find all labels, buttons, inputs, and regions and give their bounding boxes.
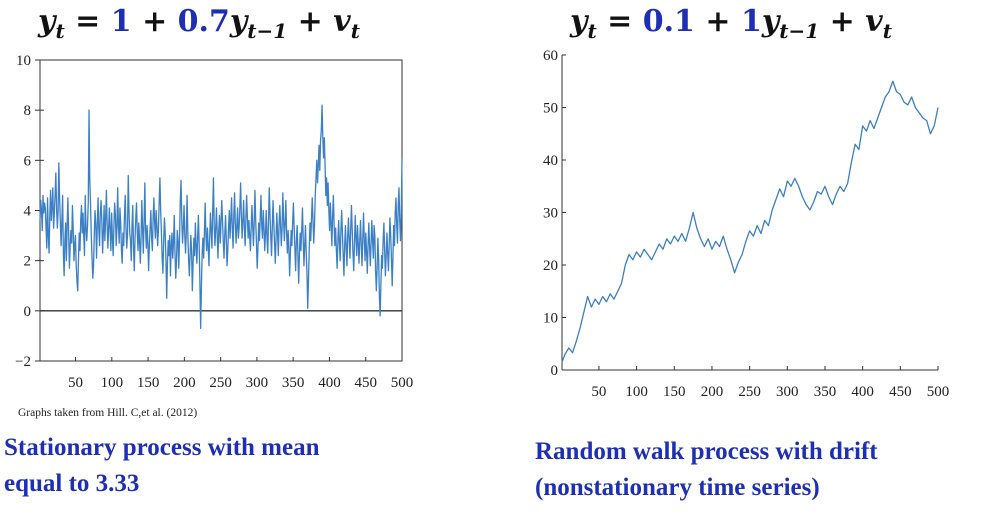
stationary-x-tick-label: 50 bbox=[68, 375, 83, 391]
stationary-x-tick-label: 500 bbox=[391, 375, 414, 391]
formula-random-walk: yt = 0.1 + 1yt−1 + vt bbox=[570, 4, 892, 43]
random-walk-y-tick-label: 50 bbox=[543, 101, 558, 117]
stationary-x-tick-label: 400 bbox=[318, 375, 341, 391]
stationary-x-tick-label: 250 bbox=[209, 375, 232, 391]
random-walk-x-tick-label: 300 bbox=[776, 384, 799, 400]
random-walk-y-tick-label: 60 bbox=[543, 48, 558, 64]
random-walk-x-tick-label: 450 bbox=[889, 384, 912, 400]
random-walk-y-tick-label: 0 bbox=[551, 363, 559, 379]
stationary-x-tick-label: 300 bbox=[246, 375, 269, 391]
stationary-y-tick-label: 4 bbox=[24, 204, 32, 220]
caption-stationary-line-1: Stationary process with mean bbox=[4, 434, 320, 461]
source-credit: Graphs taken from Hill. C,et al. (2012) bbox=[18, 407, 198, 419]
stationary-x-tick-label: 200 bbox=[173, 375, 196, 391]
random-walk-x-tick-label: 200 bbox=[701, 384, 724, 400]
stationary-y-tick-label: 8 bbox=[24, 103, 32, 119]
random-walk-y-tick-label: 20 bbox=[543, 258, 558, 274]
caption-stationary: Stationary process with mean equal to 3.… bbox=[4, 430, 320, 502]
random-walk-chart: 0 10 20 30 40 50 60 50 100 150 200 250 300 350 400 450 5… bbox=[543, 48, 949, 400]
stationary-chart: −2 0 2 4 6 8 10 50 100 150 200 250 300 350 400 450 500 bbox=[15, 53, 413, 391]
random-walk-x-tick-label: 350 bbox=[814, 384, 837, 400]
caption-random-walk-line-2: (nonstationary time series) bbox=[535, 474, 820, 501]
stationary-y-tick-label: 6 bbox=[24, 153, 32, 169]
random-walk-x-tick-label: 100 bbox=[625, 384, 648, 400]
stationary-y-tick-label: 10 bbox=[16, 53, 31, 69]
random-walk-x-tick-label: 150 bbox=[663, 384, 686, 400]
random-walk-x-tick-label: 50 bbox=[591, 384, 606, 400]
random-walk-x-tick-label: 500 bbox=[927, 384, 950, 400]
random-walk-y-tick-label: 30 bbox=[543, 206, 558, 222]
stationary-x-tick-label: 350 bbox=[282, 375, 305, 391]
stationary-x-tick-label: 100 bbox=[101, 375, 124, 391]
stationary-y-tick-label: 0 bbox=[24, 304, 32, 320]
random-walk-y-tick-label: 40 bbox=[543, 153, 558, 169]
random-walk-x-tick-label: 400 bbox=[851, 384, 874, 400]
stationary-y-tick-label: 2 bbox=[24, 254, 32, 270]
stationary-x-tick-label: 150 bbox=[137, 375, 160, 391]
stationary-series-line bbox=[39, 104, 403, 330]
stationary-x-tick-label: 450 bbox=[354, 375, 377, 391]
random-walk-x-tick-label: 250 bbox=[738, 384, 761, 400]
formula-stationary: yt = 1 + 0.7yt−1 + vt bbox=[38, 4, 360, 43]
caption-stationary-line-2: equal to 3.33 bbox=[4, 470, 140, 497]
random-walk-series-line bbox=[561, 80, 939, 363]
caption-random-walk-line-1: Random walk process with drift bbox=[535, 438, 878, 465]
random-walk-y-tick-label: 10 bbox=[543, 311, 558, 327]
stationary-y-tick-label: −2 bbox=[15, 354, 31, 370]
caption-random-walk: Random walk process with drift (nonstati… bbox=[535, 434, 878, 506]
